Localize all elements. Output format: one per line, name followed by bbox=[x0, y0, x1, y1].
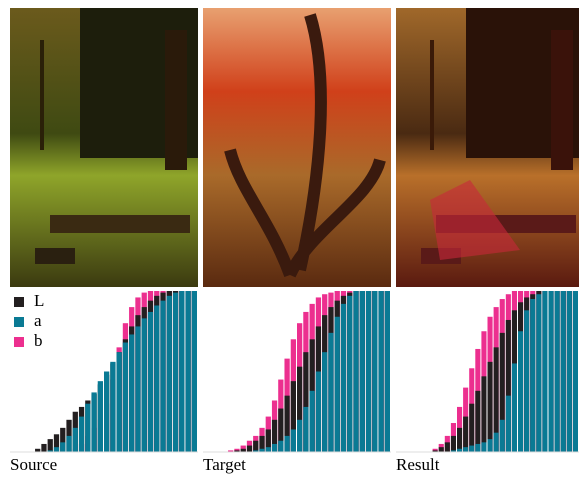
bar bbox=[253, 441, 258, 452]
bar bbox=[142, 318, 147, 452]
bar bbox=[341, 304, 346, 452]
bar bbox=[272, 444, 277, 452]
bar bbox=[185, 291, 190, 452]
bar bbox=[60, 442, 65, 452]
bar bbox=[73, 428, 78, 452]
caption: Result bbox=[396, 455, 440, 474]
bar bbox=[91, 392, 96, 452]
bar bbox=[530, 299, 535, 452]
legend-swatch bbox=[14, 337, 24, 347]
bar bbox=[488, 362, 493, 452]
bar bbox=[555, 291, 560, 452]
bar bbox=[347, 296, 352, 452]
bar bbox=[41, 444, 46, 452]
bar bbox=[451, 436, 456, 452]
bar bbox=[192, 291, 197, 452]
bar bbox=[561, 291, 566, 452]
bar bbox=[549, 291, 554, 452]
bar bbox=[524, 310, 529, 452]
bar bbox=[167, 296, 172, 452]
bar bbox=[475, 391, 480, 452]
legend-label: a bbox=[34, 311, 42, 330]
bar bbox=[104, 372, 109, 453]
legend-swatch bbox=[14, 297, 24, 307]
bar bbox=[179, 291, 184, 452]
bar bbox=[366, 291, 371, 452]
bar bbox=[54, 447, 59, 452]
bar bbox=[463, 447, 468, 452]
legend-label: b bbox=[34, 331, 43, 350]
bar bbox=[506, 396, 511, 452]
figure: Source Target Result Lab bbox=[0, 0, 579, 477]
bar bbox=[123, 343, 128, 452]
bar bbox=[247, 446, 252, 452]
bar bbox=[135, 326, 140, 452]
bar bbox=[148, 312, 153, 452]
legend-swatch bbox=[14, 317, 24, 327]
bar bbox=[278, 441, 283, 452]
bar bbox=[66, 436, 71, 452]
photo-source bbox=[10, 8, 198, 287]
photo-result bbox=[396, 8, 579, 287]
bar bbox=[160, 301, 165, 452]
bar bbox=[488, 439, 493, 452]
photo-target bbox=[203, 8, 391, 287]
bar bbox=[85, 404, 90, 452]
bar bbox=[129, 334, 134, 452]
bar bbox=[512, 363, 517, 452]
bar bbox=[494, 433, 499, 452]
bar bbox=[463, 417, 468, 452]
bar bbox=[536, 294, 541, 452]
bar bbox=[291, 429, 296, 452]
bar bbox=[457, 428, 462, 452]
bar bbox=[518, 331, 523, 452]
bar bbox=[439, 447, 444, 452]
bar bbox=[110, 362, 115, 452]
bar bbox=[469, 446, 474, 452]
caption: Source bbox=[10, 455, 57, 474]
bar bbox=[469, 404, 474, 452]
bar bbox=[310, 391, 315, 452]
bar bbox=[322, 352, 327, 452]
bar bbox=[481, 376, 486, 452]
bar bbox=[372, 291, 377, 452]
bar bbox=[297, 420, 302, 452]
bar bbox=[284, 436, 289, 452]
caption: Target bbox=[203, 455, 246, 474]
bar bbox=[567, 291, 572, 452]
bar bbox=[117, 352, 122, 452]
bar bbox=[481, 442, 486, 452]
bar bbox=[385, 291, 390, 452]
bar bbox=[500, 420, 505, 452]
bar bbox=[48, 439, 53, 452]
bar bbox=[328, 333, 333, 452]
bar bbox=[98, 381, 103, 452]
bar bbox=[335, 317, 340, 452]
bar bbox=[266, 447, 271, 452]
bar bbox=[353, 291, 358, 452]
bar bbox=[542, 291, 547, 452]
bar bbox=[573, 291, 578, 452]
bar bbox=[79, 417, 84, 452]
bar bbox=[303, 407, 308, 452]
bar bbox=[360, 291, 365, 452]
bar bbox=[154, 305, 159, 452]
bar bbox=[445, 442, 450, 452]
bar bbox=[316, 372, 321, 453]
bar bbox=[378, 291, 383, 452]
bar bbox=[173, 293, 178, 452]
bar bbox=[475, 444, 480, 452]
legend-label: L bbox=[34, 291, 44, 310]
